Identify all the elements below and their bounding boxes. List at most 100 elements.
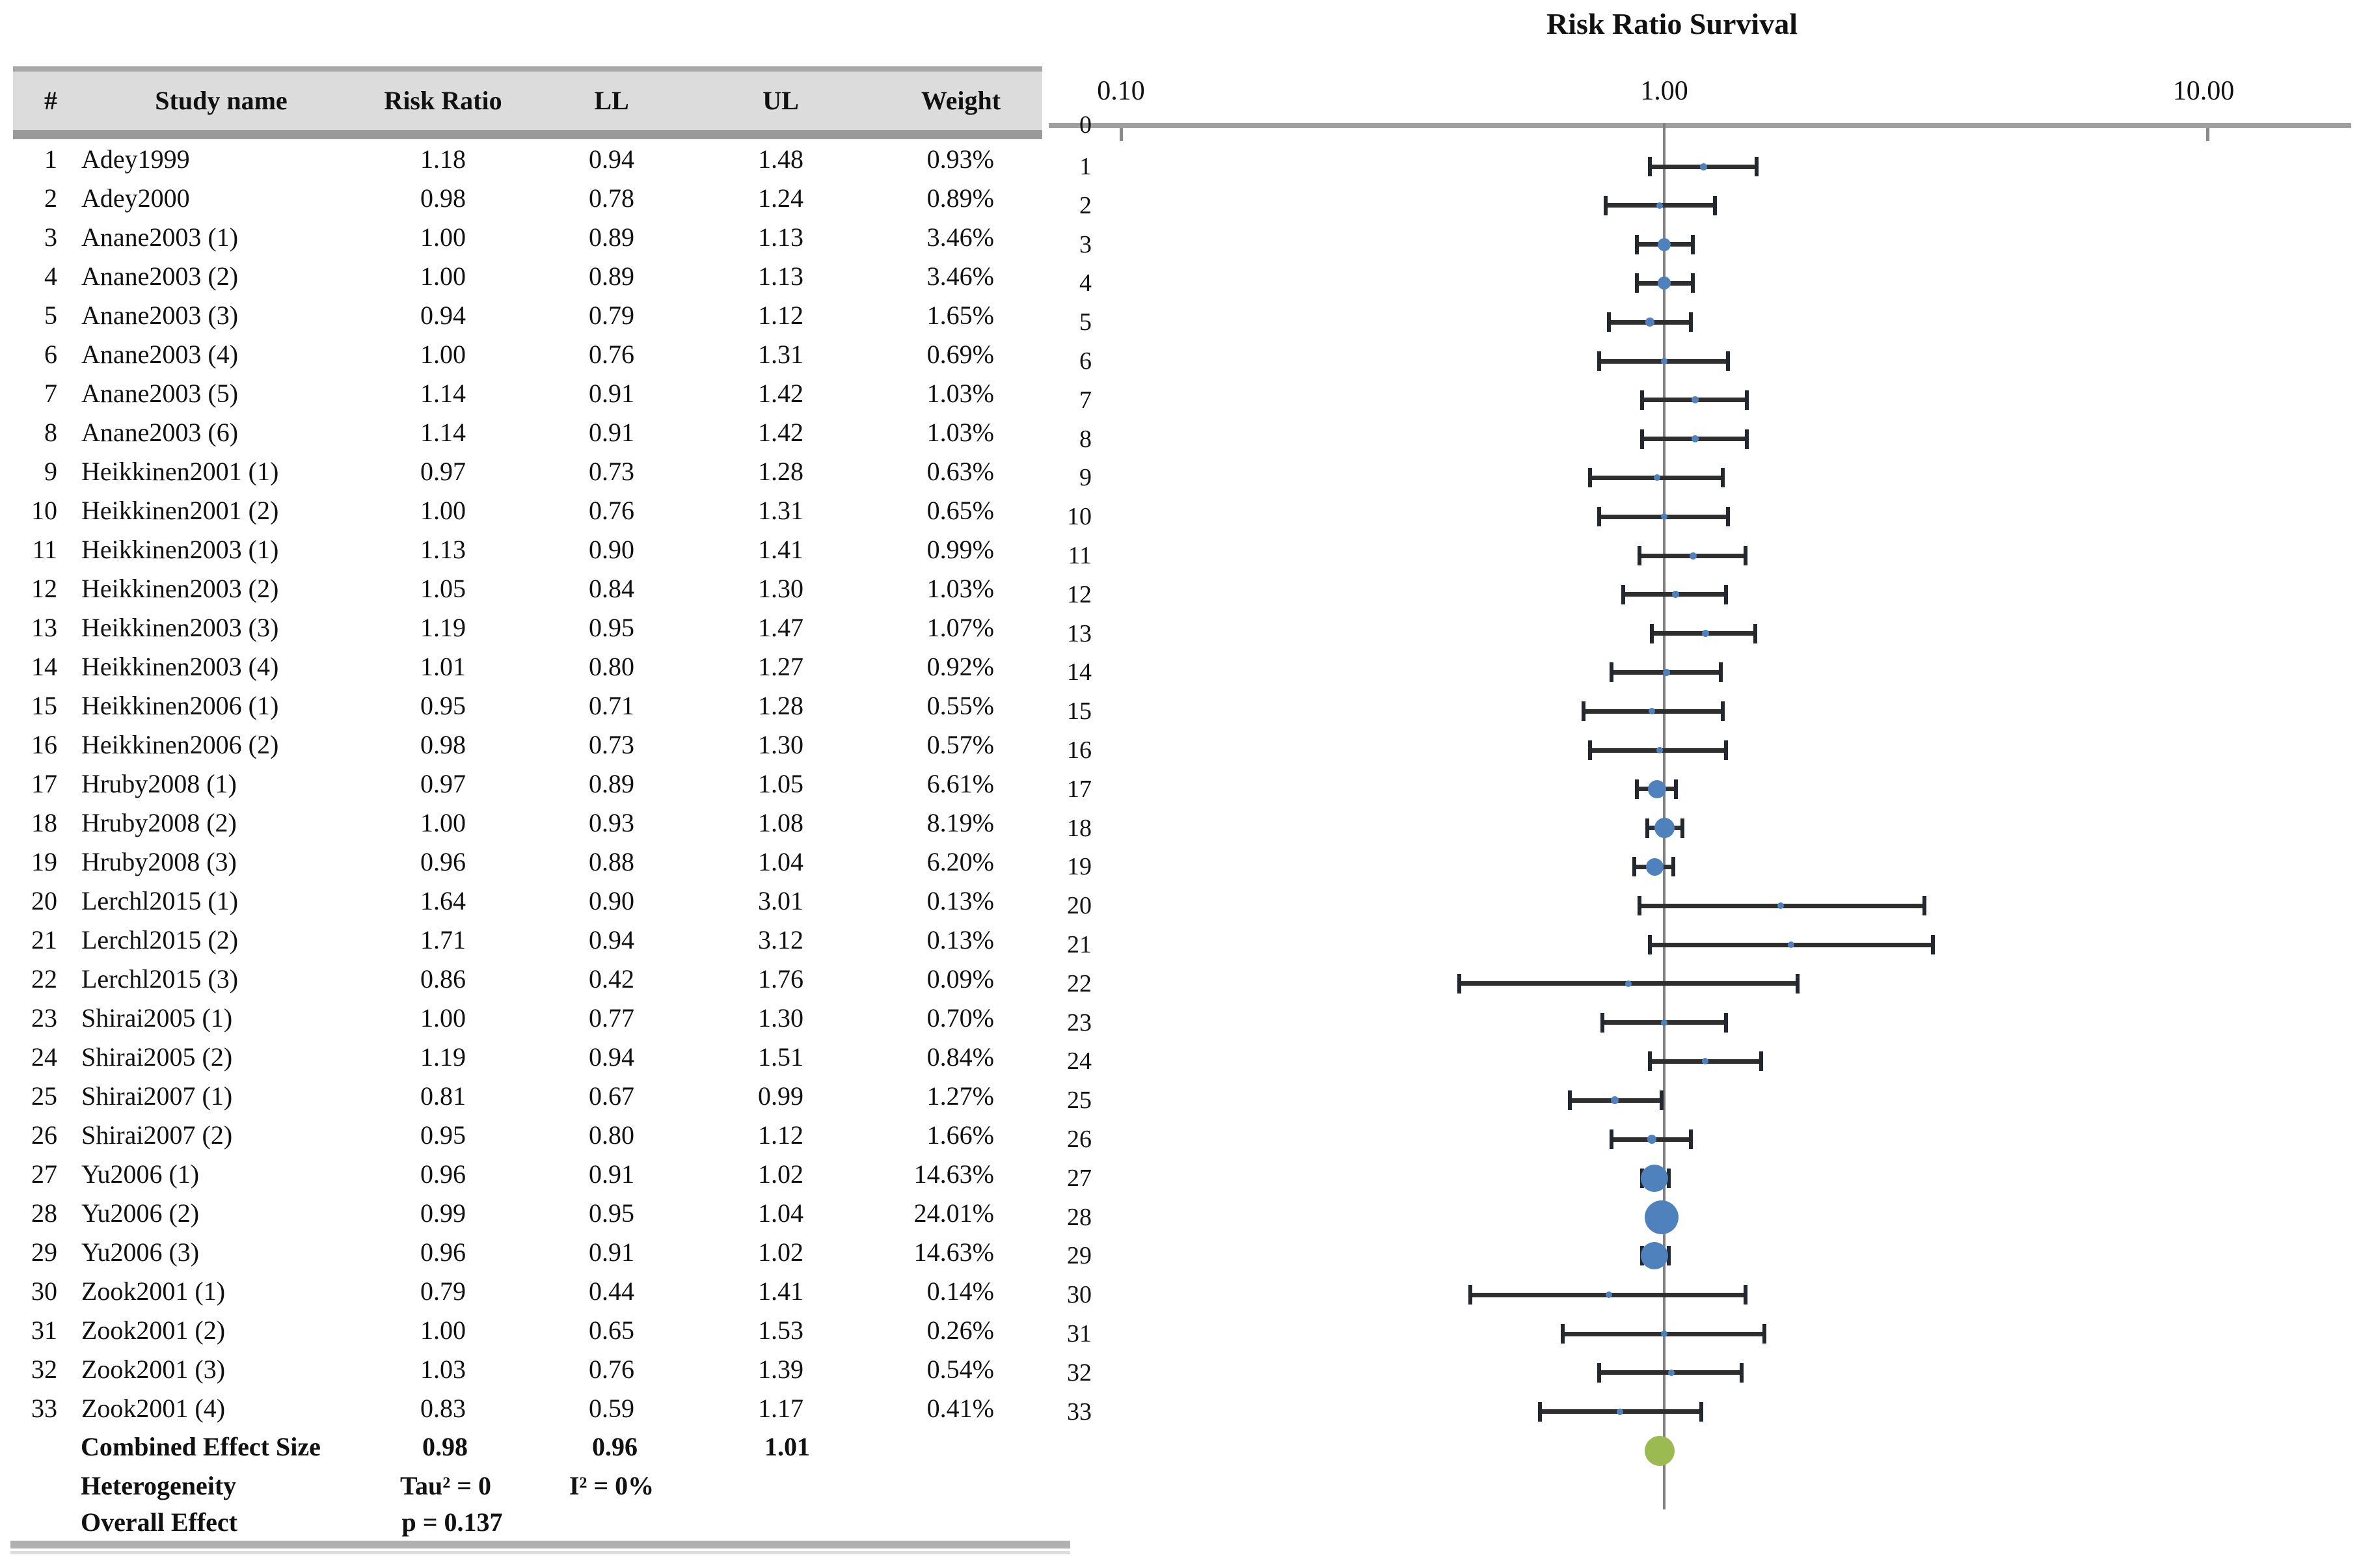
cell-study-name: Anane2003 (6) [81, 418, 239, 447]
cell-ul: 1.47 [758, 613, 803, 642]
cell-ll: 0.42 [589, 964, 634, 994]
cell-study-name: Heikkinen2003 (4) [81, 652, 279, 681]
cell-study-number: 30 [31, 1277, 57, 1306]
ci-cap-left [1597, 507, 1601, 526]
cell-ll: 0.94 [589, 925, 634, 954]
cell-study-number: 10 [31, 496, 57, 525]
plot-row-label: 28 [1067, 1203, 1092, 1231]
cell-weight: 14.63% [913, 1159, 994, 1189]
cell-study-number: 33 [31, 1394, 57, 1423]
cell-ll: 0.94 [589, 1042, 634, 1072]
cell-study-name: Hruby2008 (1) [81, 769, 237, 798]
ci-cap-left [1640, 390, 1644, 410]
effect-marker [1641, 1165, 1668, 1192]
col-header-num: # [44, 86, 57, 115]
plot-row-label: 10 [1067, 503, 1092, 531]
cell-weight: 0.99% [926, 535, 994, 564]
ci-cap-right [1691, 273, 1695, 293]
cell-weight: 0.09% [926, 964, 994, 994]
effect-marker [1611, 1096, 1619, 1104]
cell-study-name: Hruby2008 (3) [81, 847, 237, 876]
ci-cap-right [1726, 351, 1730, 371]
cell-ul: 1.39 [758, 1355, 803, 1384]
plot-row-label: 4 [1079, 269, 1092, 297]
cell-study-name: Zook2001 (1) [81, 1277, 226, 1306]
cell-ll: 0.88 [589, 847, 634, 876]
ci-cap-right [1759, 1051, 1763, 1071]
cell-risk-ratio: 0.97 [420, 457, 466, 486]
cell-study-name: Yu2006 (2) [81, 1198, 200, 1228]
cell-ul: 1.08 [758, 808, 803, 837]
cell-study-name: Heikkinen2003 (1) [81, 535, 279, 564]
effect-marker [1647, 1135, 1656, 1144]
ci-cap-left [1610, 662, 1613, 682]
cell-weight: 6.20% [926, 847, 994, 876]
plot-row-label: 13 [1067, 619, 1092, 647]
plot-row-label: 15 [1067, 697, 1092, 725]
ci-cap-right [1740, 1363, 1744, 1383]
cell-ll: 0.73 [589, 730, 634, 759]
ci-cap-right [1667, 1246, 1671, 1265]
cell-ul: 1.76 [758, 964, 803, 994]
combined-rr: 0.98 [422, 1432, 468, 1461]
plot-row-label: 18 [1067, 814, 1092, 842]
ci-cap-left [1607, 312, 1611, 332]
overall-effect-label: Overall Effect [81, 1507, 237, 1537]
ci-cap-left [1640, 429, 1644, 449]
cell-risk-ratio: 1.03 [420, 1355, 466, 1384]
cell-study-number: 29 [31, 1237, 57, 1267]
cell-risk-ratio: 1.00 [420, 223, 466, 252]
cell-risk-ratio: 0.98 [420, 730, 466, 759]
cell-ul: 1.48 [758, 144, 803, 174]
reference-line-rr-1 [1663, 123, 1666, 1509]
cell-weight: 24.01% [913, 1198, 994, 1228]
ci-cap-right [1724, 585, 1728, 604]
cell-ll: 0.71 [589, 691, 634, 720]
col-header-weight: Weight [921, 86, 1001, 115]
cell-weight: 1.65% [926, 301, 994, 330]
cell-study-name: Lerchl2015 (2) [81, 925, 239, 954]
cell-study-number: 4 [44, 262, 57, 291]
cell-ul: 1.13 [758, 262, 803, 291]
ci-cap-left [1597, 351, 1601, 371]
effect-marker [1606, 1291, 1612, 1298]
cell-risk-ratio: 1.14 [420, 418, 466, 447]
cell-risk-ratio: 0.96 [420, 1237, 466, 1267]
ci-cap-right [1744, 546, 1747, 565]
effect-marker [1663, 669, 1670, 676]
cell-ul: 1.27 [758, 652, 803, 681]
cell-ul: 1.02 [758, 1237, 803, 1267]
plot-row-label: 9 [1079, 464, 1092, 492]
ci-cap-left [1538, 1402, 1542, 1422]
cell-risk-ratio: 1.05 [420, 574, 466, 603]
cell-ul: 1.30 [758, 730, 803, 759]
x-tick-label-1-00: 1.00 [1640, 76, 1688, 106]
effect-marker [1672, 591, 1679, 598]
cell-weight: 0.57% [926, 730, 994, 759]
cell-study-name: Heikkinen2006 (2) [81, 730, 279, 759]
effect-marker [1661, 513, 1667, 520]
cell-risk-ratio: 1.14 [420, 379, 466, 408]
cell-study-name: Shirai2007 (2) [81, 1120, 233, 1150]
cell-risk-ratio: 0.94 [420, 301, 466, 330]
cell-risk-ratio: 1.01 [420, 652, 466, 681]
table-bottom-border [10, 1541, 1070, 1548]
x-tick-label-0-10: 0.10 [1097, 76, 1145, 106]
cell-study-number: 14 [31, 652, 57, 681]
cell-risk-ratio: 0.96 [420, 847, 466, 876]
cell-study-name: Hruby2008 (2) [81, 808, 237, 837]
effect-marker [1658, 277, 1671, 290]
effect-marker [1690, 552, 1697, 560]
cell-study-name: Shirai2005 (2) [81, 1042, 233, 1072]
ci-cap-right [1721, 468, 1725, 487]
ci-cap-right [1726, 507, 1730, 526]
cell-risk-ratio: 0.95 [420, 691, 466, 720]
ci-cap-left [1468, 1285, 1472, 1304]
ci-cap-right [1762, 1324, 1766, 1344]
cell-study-number: 5 [44, 301, 57, 330]
cell-study-number: 11 [32, 535, 57, 564]
col-header-study-name: Study name [155, 86, 288, 115]
cell-ll: 0.91 [589, 1159, 634, 1189]
plot-row-label: 22 [1067, 969, 1092, 997]
cell-ul: 1.42 [758, 418, 803, 447]
